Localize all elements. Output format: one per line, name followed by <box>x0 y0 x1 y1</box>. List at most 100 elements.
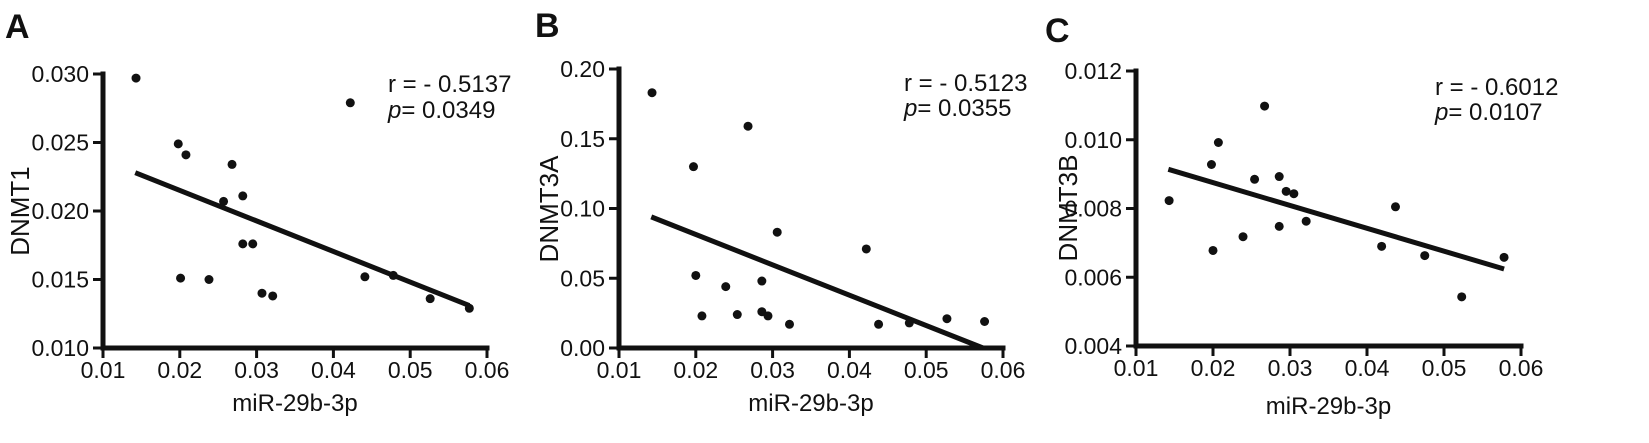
x-tick-label: 0.02 <box>673 357 718 383</box>
data-point <box>181 150 191 160</box>
y-axis-title: DNMT3A <box>534 155 564 263</box>
stat-p-label: p <box>1434 99 1448 126</box>
data-point <box>1390 202 1400 212</box>
x-tick-label: 0.06 <box>1499 355 1544 381</box>
x-tick-label: 0.04 <box>1345 355 1390 381</box>
y-tick-label: 0.00 <box>560 335 605 361</box>
data-point <box>757 276 767 286</box>
data-point <box>691 270 701 280</box>
data-point <box>1250 174 1260 184</box>
panel-c: C 0.01 0.02 0.03 0.04 0.05 0.06 0.004 0.006 0.008… <box>1045 12 1558 420</box>
x-tick-label: 0.06 <box>465 357 510 383</box>
regression-line <box>1167 166 1505 272</box>
stat-p-label: p <box>903 95 917 122</box>
data-point <box>425 294 435 304</box>
data-point <box>238 191 248 201</box>
x-tick-label: 0.03 <box>750 357 795 383</box>
data-point <box>360 272 370 282</box>
y-tick-label: 0.008 <box>1064 196 1122 222</box>
data-point <box>345 98 355 108</box>
stat-p-value: = 0.0349 <box>401 97 495 124</box>
data-point <box>743 121 753 131</box>
data-point <box>1377 241 1387 251</box>
x-tick-label: 0.01 <box>1114 355 1159 381</box>
stat-p-value: = 0.0355 <box>917 95 1011 122</box>
data-point <box>173 139 183 149</box>
x-tick-label: 0.02 <box>157 357 202 383</box>
data-point <box>464 303 474 313</box>
data-point <box>784 319 794 329</box>
data-point <box>1281 186 1291 196</box>
panel-label: A <box>5 8 30 46</box>
data-point <box>257 288 267 298</box>
data-point <box>904 318 914 328</box>
stat-r: r = - 0.5137 <box>388 71 511 98</box>
data-point <box>874 319 884 329</box>
x-tick-label: 0.05 <box>904 357 949 383</box>
data-point <box>1274 221 1284 231</box>
data-point <box>238 239 248 249</box>
y-tick-label: 0.15 <box>560 126 605 152</box>
regression-line <box>650 214 984 351</box>
y-axis-title: DNMT3B <box>1053 155 1083 262</box>
data-point <box>1301 216 1311 226</box>
data-point <box>204 275 214 284</box>
stat-p-label: p <box>387 97 401 124</box>
regression-line <box>134 170 471 308</box>
x-axis-title: miR-29b-3p <box>1266 393 1391 420</box>
x-axis-title: miR-29b-3p <box>748 390 873 417</box>
data-point <box>1208 245 1218 255</box>
data-point <box>1457 292 1467 302</box>
stat-r: r = - 0.6012 <box>1435 74 1558 101</box>
data-point <box>1206 160 1216 169</box>
y-tick-label: 0.010 <box>1064 127 1122 153</box>
data-point <box>1289 189 1299 199</box>
y-tick-label: 0.012 <box>1064 58 1122 84</box>
y-tick-label: 0.010 <box>31 335 89 361</box>
y-tick-label: 0.025 <box>31 130 89 156</box>
data-point <box>1260 101 1270 111</box>
data-point <box>268 291 278 301</box>
stat-p: p= 0.0349 <box>387 97 495 124</box>
x-tick-label: 0.06 <box>981 357 1026 383</box>
x-tick-label: 0.04 <box>311 357 356 383</box>
data-point <box>1499 252 1509 262</box>
x-tick-label: 0.01 <box>81 357 126 383</box>
y-tick-label: 0.020 <box>31 198 89 224</box>
x-tick-label: 0.05 <box>388 357 433 383</box>
panel-label: B <box>535 7 560 45</box>
data-point <box>721 282 731 292</box>
data-point <box>248 239 258 249</box>
data-point <box>176 273 186 283</box>
y-tick-label: 0.20 <box>560 56 605 82</box>
data-point <box>688 162 698 172</box>
stat-p-value: = 0.0107 <box>1448 99 1542 126</box>
y-tick-label: 0.030 <box>31 61 89 87</box>
data-point <box>647 88 657 98</box>
data-point <box>1420 251 1430 261</box>
stat-p: p= 0.0355 <box>903 95 1011 122</box>
panel-b: B 0.01 0.02 0.03 0.04 0.05 0.06 0.00 0.05 0.10 0.1… <box>534 7 1028 417</box>
x-tick-label: 0.04 <box>827 357 872 383</box>
x-tick-label: 0.03 <box>234 357 279 383</box>
data-point <box>1238 232 1248 242</box>
x-tick-label: 0.05 <box>1422 355 1467 381</box>
data-point <box>942 314 952 324</box>
data-point <box>131 73 141 83</box>
data-point <box>1274 172 1284 182</box>
data-point <box>697 311 707 321</box>
y-tick-label: 0.10 <box>560 196 605 222</box>
data-point <box>772 227 782 237</box>
data-point <box>1164 196 1174 206</box>
y-tick-label: 0.05 <box>560 265 605 291</box>
stat-p: p= 0.0107 <box>1434 99 1542 126</box>
data-point <box>763 311 773 321</box>
panel-label: C <box>1045 12 1070 50</box>
x-tick-label: 0.03 <box>1268 355 1313 381</box>
data-point <box>388 270 398 280</box>
x-tick-label: 0.01 <box>597 357 642 383</box>
data-point <box>1213 138 1223 147</box>
data-point <box>732 310 742 320</box>
stat-r: r = - 0.5123 <box>904 70 1027 97</box>
